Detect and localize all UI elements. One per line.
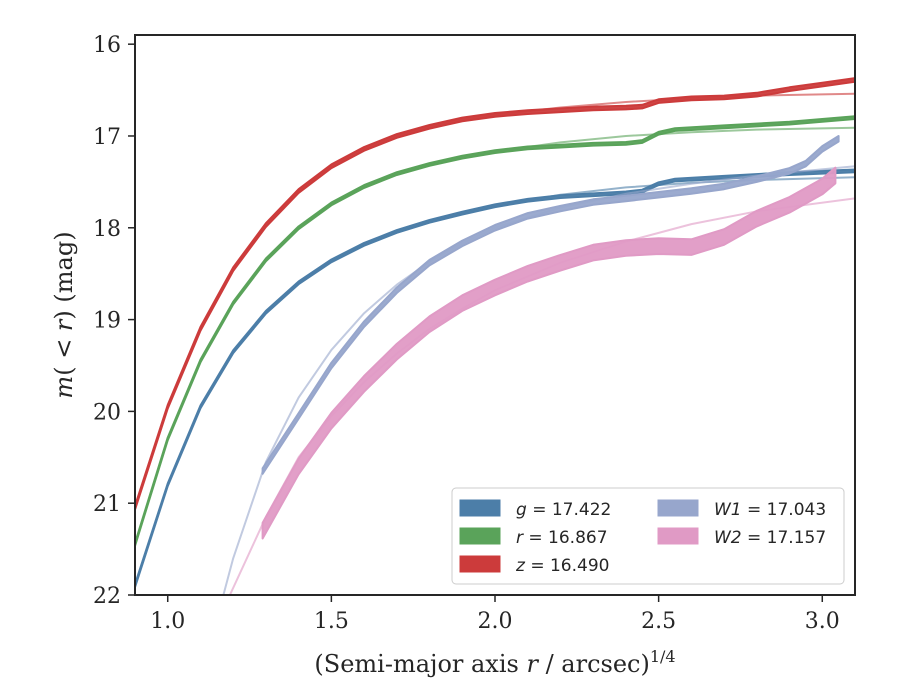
x-tick-label: 2.0 — [478, 609, 513, 634]
legend-label-r: r = 16.867 — [516, 528, 608, 548]
legend-swatch-r — [459, 527, 501, 545]
y-tick-label: 22 — [93, 584, 121, 609]
y-axis-title: m( < r) (mag) — [50, 231, 78, 398]
legend-swatch-w1 — [657, 499, 699, 517]
x-tick-label: 1.0 — [150, 609, 185, 634]
legend-label-z: z = 16.490 — [515, 556, 609, 576]
y-tick-label: 16 — [93, 33, 121, 58]
y-tick-label: 18 — [93, 217, 121, 242]
legend-swatch-w2 — [657, 527, 699, 545]
legend-swatch-g — [459, 499, 501, 517]
legend-swatch-z — [459, 555, 501, 573]
data-band-r — [135, 115, 855, 547]
y-tick-label: 21 — [93, 492, 121, 517]
data-band-z — [135, 77, 855, 511]
y-tick-label: 20 — [93, 400, 121, 425]
x-tick-label: 2.5 — [641, 609, 676, 634]
x-tick-label: 1.5 — [314, 609, 349, 634]
x-axis-title: (Semi-major axis r / arcsec)1/4 — [314, 647, 675, 678]
legend-box — [451, 487, 845, 585]
data-band-g — [135, 168, 855, 589]
data-band-w2 — [261, 166, 837, 540]
legend: g = 17.422 r = 16.867 z = 16.490 W1 = 17.04… — [451, 487, 845, 585]
data-band-w1 — [261, 135, 840, 475]
x-tick-label: 3.0 — [805, 609, 840, 634]
y-tick-label: 19 — [93, 309, 121, 334]
y-tick-label: 17 — [93, 125, 121, 150]
legend-label-w1: W1 = 17.043 — [714, 500, 826, 520]
legend-label-w2: W2 = 17.157 — [714, 528, 826, 548]
legend-label-g: g = 17.422 — [516, 500, 611, 520]
